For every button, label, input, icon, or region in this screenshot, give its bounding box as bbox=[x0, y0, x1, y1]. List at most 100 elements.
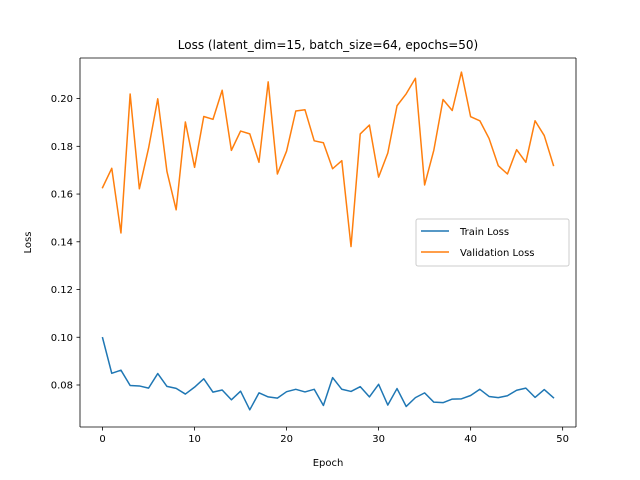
data-point-train-loss bbox=[423, 391, 426, 394]
data-point-validation-loss bbox=[239, 130, 242, 133]
data-point-validation-loss bbox=[340, 159, 343, 162]
data-point-validation-loss bbox=[147, 147, 150, 150]
data-point-validation-loss bbox=[129, 93, 132, 96]
data-point-validation-loss bbox=[506, 173, 509, 176]
data-point-train-loss bbox=[147, 387, 150, 390]
data-point-train-loss bbox=[303, 390, 306, 393]
data-point-train-loss bbox=[506, 394, 509, 397]
y-tick-label: 0.10 bbox=[51, 333, 73, 344]
series-line-train-loss bbox=[101, 336, 555, 411]
data-point-validation-loss bbox=[322, 141, 325, 144]
data-point-train-loss bbox=[230, 398, 233, 401]
data-point-train-loss bbox=[156, 372, 159, 375]
data-point-train-loss bbox=[119, 369, 122, 372]
series-train-loss bbox=[101, 336, 555, 411]
data-point-validation-loss bbox=[294, 109, 297, 112]
data-point-train-loss bbox=[110, 372, 113, 375]
data-point-train-loss bbox=[552, 396, 555, 399]
data-point-validation-loss bbox=[101, 186, 104, 189]
x-tick-label: 10 bbox=[188, 434, 201, 445]
data-point-validation-loss bbox=[331, 167, 334, 170]
legend-train-loss-label: Train Loss bbox=[459, 227, 509, 238]
data-point-validation-loss bbox=[138, 187, 141, 190]
data-point-validation-loss bbox=[497, 164, 500, 167]
y-axis-label: Loss bbox=[23, 232, 34, 254]
data-point-validation-loss bbox=[248, 132, 251, 135]
data-point-validation-loss bbox=[221, 89, 224, 92]
data-point-train-loss bbox=[488, 395, 491, 398]
data-point-validation-loss bbox=[350, 245, 353, 248]
data-point-validation-loss bbox=[442, 98, 445, 101]
data-point-train-loss bbox=[239, 390, 242, 393]
data-point-validation-loss bbox=[267, 80, 270, 83]
data-point-validation-loss bbox=[386, 151, 389, 154]
data-point-train-loss bbox=[396, 387, 399, 390]
data-point-validation-loss bbox=[478, 119, 481, 122]
data-point-train-loss bbox=[359, 385, 362, 388]
data-point-validation-loss bbox=[524, 161, 527, 164]
y-tick-label: 0.16 bbox=[51, 190, 73, 201]
data-point-train-loss bbox=[497, 396, 500, 399]
data-point-validation-loss bbox=[175, 208, 178, 211]
data-point-train-loss bbox=[202, 377, 205, 380]
data-point-validation-loss bbox=[405, 92, 408, 95]
data-point-train-loss bbox=[184, 393, 187, 396]
data-point-train-loss bbox=[534, 396, 537, 399]
data-point-validation-loss bbox=[110, 167, 113, 170]
data-point-validation-loss bbox=[543, 134, 546, 137]
data-point-train-loss bbox=[313, 388, 316, 391]
y-axis-ticks: 0.08 0.10 0.12 0.14 0.16 0.18 0.20 bbox=[51, 94, 80, 391]
data-point-train-loss bbox=[331, 376, 334, 379]
data-point-train-loss bbox=[257, 391, 260, 394]
y-tick-label: 0.08 bbox=[51, 380, 73, 391]
data-point-validation-loss bbox=[193, 166, 196, 169]
data-point-train-loss bbox=[460, 397, 463, 400]
x-axis-label: Epoch bbox=[313, 458, 344, 469]
data-point-validation-loss bbox=[396, 104, 399, 107]
series-layer bbox=[101, 71, 555, 411]
data-point-validation-loss bbox=[285, 150, 288, 153]
x-tick-label: 50 bbox=[556, 434, 569, 445]
y-tick-label: 0.14 bbox=[51, 237, 73, 248]
data-point-train-loss bbox=[248, 408, 251, 411]
data-point-validation-loss bbox=[423, 183, 426, 186]
data-point-train-loss bbox=[211, 391, 214, 394]
data-point-validation-loss bbox=[534, 119, 537, 122]
data-point-validation-loss bbox=[156, 97, 159, 100]
y-tick-label: 0.12 bbox=[51, 285, 73, 296]
data-point-train-loss bbox=[340, 388, 343, 391]
x-tick-label: 0 bbox=[99, 434, 105, 445]
data-point-validation-loss bbox=[515, 148, 518, 151]
legend-validation-loss-label: Validation Loss bbox=[460, 248, 535, 259]
data-point-validation-loss bbox=[313, 139, 316, 142]
x-tick-label: 30 bbox=[372, 434, 385, 445]
data-point-train-loss bbox=[285, 390, 288, 393]
series-validation-loss bbox=[101, 71, 555, 248]
y-tick-label: 0.18 bbox=[51, 142, 73, 153]
data-point-train-loss bbox=[175, 387, 178, 390]
data-point-validation-loss bbox=[460, 71, 463, 74]
legend-box bbox=[415, 218, 570, 267]
data-point-train-loss bbox=[377, 383, 380, 386]
data-point-validation-loss bbox=[202, 115, 205, 118]
data-point-train-loss bbox=[138, 384, 141, 387]
x-tick-label: 40 bbox=[464, 434, 477, 445]
data-point-train-loss bbox=[322, 404, 325, 407]
data-point-train-loss bbox=[368, 395, 371, 398]
data-point-validation-loss bbox=[414, 77, 417, 80]
data-point-validation-loss bbox=[119, 231, 122, 234]
data-point-validation-loss bbox=[552, 164, 555, 167]
data-point-validation-loss bbox=[368, 124, 371, 127]
data-point-train-loss bbox=[451, 398, 454, 401]
data-point-train-loss bbox=[432, 401, 435, 404]
data-point-train-loss bbox=[478, 388, 481, 391]
data-point-train-loss bbox=[267, 395, 270, 398]
data-point-train-loss bbox=[386, 404, 389, 407]
data-point-train-loss bbox=[414, 396, 417, 399]
data-point-train-loss bbox=[165, 385, 168, 388]
data-point-validation-loss bbox=[184, 120, 187, 123]
data-point-validation-loss bbox=[469, 115, 472, 118]
data-point-train-loss bbox=[350, 390, 353, 393]
data-point-train-loss bbox=[524, 387, 527, 390]
